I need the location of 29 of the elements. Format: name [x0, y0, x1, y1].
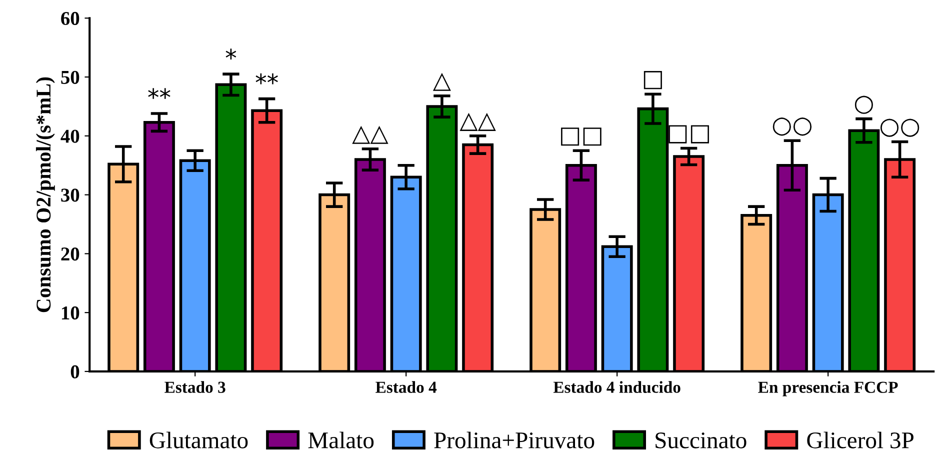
legend-label: Glutamato	[150, 432, 248, 448]
legend-label: Glicerol 3P	[807, 432, 914, 448]
data-label: △	[432, 72, 451, 91]
legend-label: Prolina+Piruvato	[434, 432, 594, 448]
y-tick-label: 40	[60, 130, 80, 143]
data-label: ○○	[880, 118, 920, 137]
y-axis-title: Consumo O2/pmol/(s*mL)	[36, 77, 55, 312]
y-tick-label: 0	[70, 365, 80, 378]
y-tick-label: 60	[61, 12, 80, 26]
x-tick-label: En presencia FCCP	[758, 381, 898, 396]
data-label: ○	[854, 96, 873, 114]
data-label: □□	[668, 125, 709, 144]
data-label: △△	[352, 126, 388, 144]
legend-label: Malato	[308, 432, 374, 448]
x-tick-label: Estado 3	[164, 381, 226, 393]
y-tick-label: 20	[61, 247, 80, 261]
data-label: □	[644, 71, 662, 90]
x-tick-label: Estado 4 inducido	[553, 381, 680, 393]
data-label: *	[226, 48, 236, 60]
x-tick-label: Estado 4	[376, 381, 437, 393]
data-label: **	[256, 73, 278, 84]
y-tick-label: 30	[61, 188, 80, 202]
data-label: ○○	[772, 118, 812, 136]
data-label: □□	[561, 128, 602, 146]
data-label: **	[148, 88, 170, 99]
legend-label: Succinato	[656, 432, 746, 448]
y-tick-label: 10	[62, 306, 80, 320]
data-label: △△	[460, 112, 496, 131]
y-tick-label: 50	[61, 70, 80, 84]
